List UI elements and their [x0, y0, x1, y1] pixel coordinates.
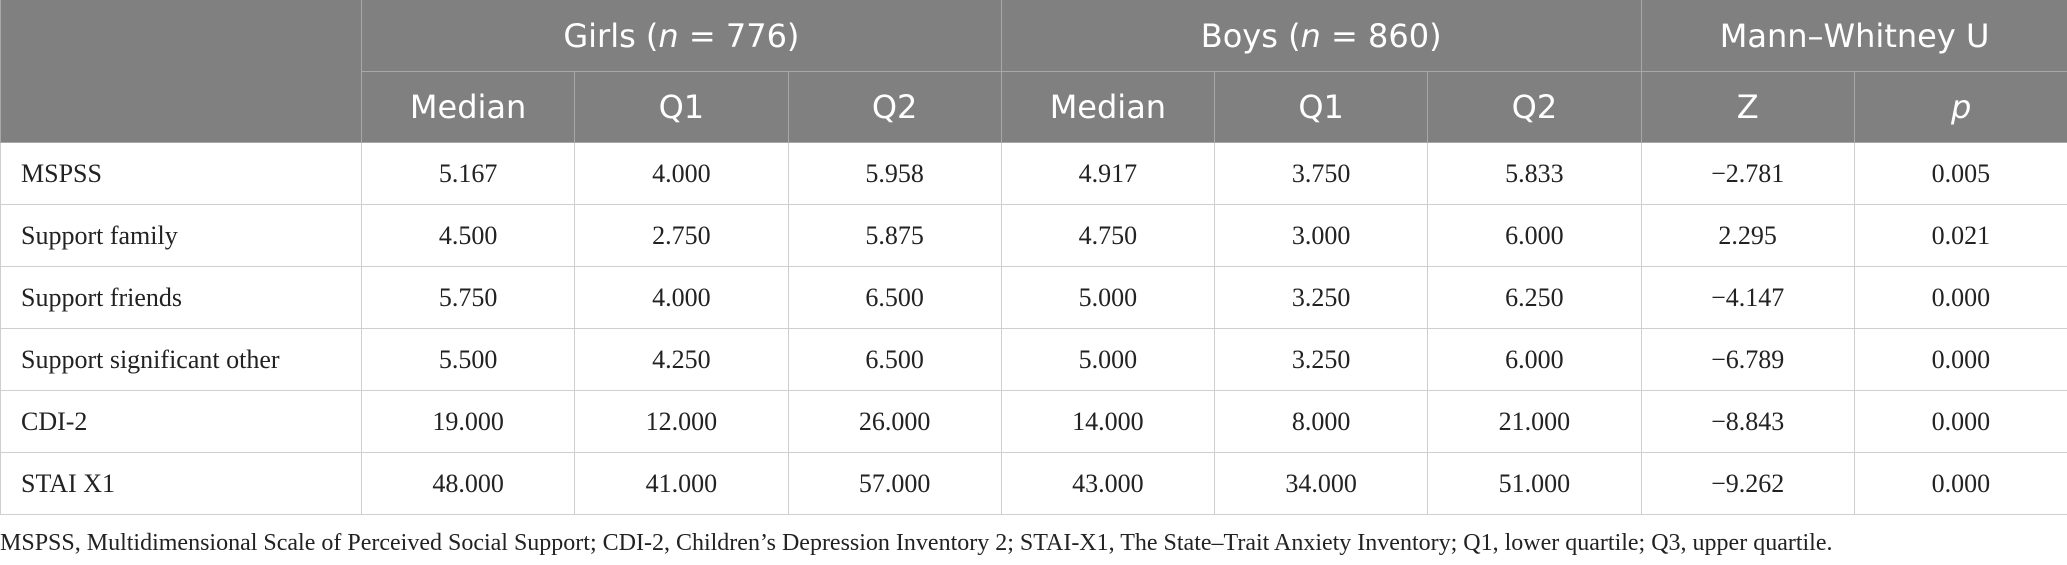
cell: 6.500 — [787, 328, 1002, 391]
cell: 3.250 — [1214, 266, 1429, 329]
data-table: Girls (n = 776) Boys (n = 860) Mann–Whitne… — [0, 0, 2067, 515]
table-row: CDI-2 19.000 12.000 26.000 14.000 8.000 21.000… — [0, 390, 2067, 453]
cell: 3.250 — [1214, 328, 1429, 391]
group-header-text: Boys ( — [1200, 16, 1301, 55]
table-row: Support family 4.500 2.750 5.875 4.750 3.000 6… — [0, 204, 2067, 267]
column-header: Q1 — [1214, 71, 1428, 143]
cell: 6.500 — [787, 266, 1002, 329]
cell: 6.250 — [1427, 266, 1642, 329]
cell: 21.000 — [1427, 390, 1642, 453]
table-row: Support significant other 5.500 4.250 6.500… — [0, 328, 2067, 391]
cell: 4.000 — [574, 142, 789, 205]
cell: 4.500 — [360, 204, 576, 267]
column-header: p — [1853, 71, 2067, 143]
cell: 19.000 — [360, 390, 576, 453]
cell: 5.167 — [360, 142, 576, 205]
group-header-text: = 776) — [678, 16, 800, 55]
cell: 6.000 — [1427, 204, 1642, 267]
cell: 4.917 — [1000, 142, 1216, 205]
cell: −9.262 — [1640, 452, 1855, 515]
cell: 14.000 — [1000, 390, 1216, 453]
cell: 51.000 — [1427, 452, 1642, 515]
cell: 4.000 — [574, 266, 789, 329]
group-header-text: n — [1300, 16, 1321, 55]
group-header-text: Girls ( — [563, 16, 659, 55]
cell: 5.000 — [1000, 328, 1216, 391]
cell: 34.000 — [1214, 452, 1429, 515]
cell: 0.021 — [1853, 204, 2067, 267]
corner-cell — [0, 0, 362, 143]
cell: 0.000 — [1853, 266, 2067, 329]
row-label: STAI X1 — [0, 452, 362, 515]
column-header: Median — [1000, 71, 1215, 143]
group-header: Mann–Whitney U — [1640, 0, 2067, 72]
cell: 5.833 — [1427, 142, 1642, 205]
cell: 48.000 — [360, 452, 576, 515]
group-header-text: Mann–Whitney U — [1719, 16, 1990, 55]
cell: 26.000 — [787, 390, 1002, 453]
cell: −2.781 — [1640, 142, 1855, 205]
row-label: MSPSS — [0, 142, 362, 205]
cell: 2.750 — [574, 204, 789, 267]
cell: 5.500 — [360, 328, 576, 391]
cell: 3.750 — [1214, 142, 1429, 205]
row-label: CDI-2 — [0, 390, 362, 453]
cell: 4.250 — [574, 328, 789, 391]
column-header: Z — [1640, 71, 1855, 143]
cell: 57.000 — [787, 452, 1002, 515]
group-header: Boys (n = 860) — [1000, 0, 1642, 72]
column-header: Q1 — [574, 71, 788, 143]
cell: 4.750 — [1000, 204, 1216, 267]
cell: 5.750 — [360, 266, 576, 329]
group-header: Girls (n = 776) — [361, 0, 1002, 72]
group-header-text: n — [658, 16, 679, 55]
cell: 8.000 — [1214, 390, 1429, 453]
cell: 3.000 — [1214, 204, 1429, 267]
cell: 0.000 — [1853, 328, 2067, 391]
table-row: Support friends 5.750 4.000 6.500 5.000 3.250… — [0, 266, 2067, 329]
cell: 0.000 — [1853, 452, 2067, 515]
row-label: Support significant other — [0, 328, 362, 391]
cell: 41.000 — [574, 452, 789, 515]
cell: 6.000 — [1427, 328, 1642, 391]
group-header-row: Girls (n = 776) Boys (n = 860) Mann–Whitne… — [0, 0, 2067, 143]
column-header: Q2 — [1427, 71, 1642, 143]
table-body: MSPSS 5.167 4.000 5.958 4.917 3.750 5.833 −2.78… — [0, 142, 2067, 515]
table-row: MSPSS 5.167 4.000 5.958 4.917 3.750 5.833 −2.78… — [0, 142, 2067, 205]
column-header: Median — [360, 71, 575, 143]
row-label: Support family — [0, 204, 362, 267]
cell: 0.005 — [1853, 142, 2067, 205]
cell: 0.000 — [1853, 390, 2067, 453]
row-label: Support friends — [0, 266, 362, 329]
cell: −4.147 — [1640, 266, 1855, 329]
table-row: STAI X1 48.000 41.000 57.000 43.000 34.000 51.… — [0, 452, 2067, 515]
cell: 12.000 — [574, 390, 789, 453]
cell: 5.875 — [787, 204, 1002, 267]
cell: −8.843 — [1640, 390, 1855, 453]
cell: 5.958 — [787, 142, 1002, 205]
cell: 43.000 — [1000, 452, 1216, 515]
group-header-text: = 860) — [1320, 16, 1442, 55]
cell: 2.295 — [1640, 204, 1855, 267]
column-header: Q2 — [787, 71, 1002, 143]
cell: 5.000 — [1000, 266, 1216, 329]
cell: −6.789 — [1640, 328, 1855, 391]
footnote: MSPSS, Multidimensional Scale of Perceiv… — [0, 530, 1833, 556]
